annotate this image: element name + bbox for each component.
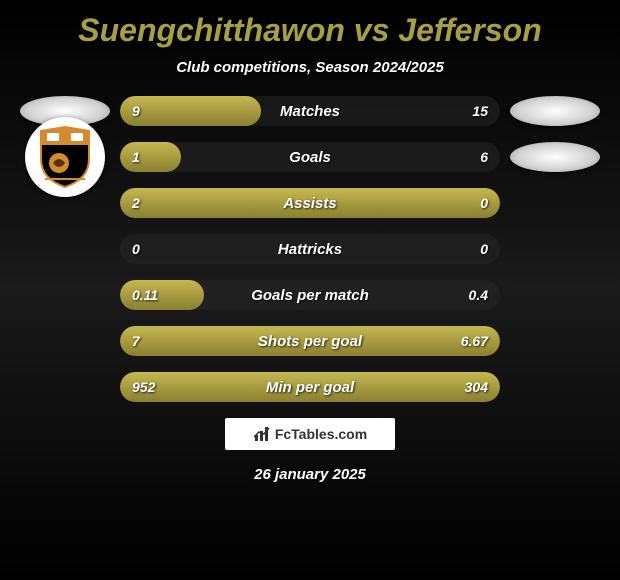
stat-bar: 0 Hattricks 0 [120,234,500,264]
stat-bar: 2 Assists 0 [120,188,500,218]
stat-value-right: 0 [480,241,488,257]
club-right-slot [500,142,610,172]
stat-value-right: 6 [480,149,488,165]
stat-value-left: 9 [132,103,140,119]
stat-bar: 0.11 Goals per match 0.4 [120,280,500,310]
stat-value-left: 0 [132,241,140,257]
stat-row: 952 Min per goal 304 [10,372,610,402]
stat-value-right: 6.67 [461,333,488,349]
page-subtitle: Club competitions, Season 2024/2025 [0,59,620,76]
stat-bar: 1 Goals 6 [120,142,500,172]
brand-box[interactable]: FcTables.com [225,418,395,450]
stat-value-right: 15 [472,103,488,119]
date-text: 26 january 2025 [0,466,620,483]
brand-text: FcTables.com [275,426,367,442]
stat-row: 0.11 Goals per match 0.4 [10,280,610,310]
stat-value-left: 952 [132,379,155,395]
stat-value-left: 0.11 [132,287,158,303]
stat-row: 1 Goals 6 [10,142,610,172]
stat-label: Hattricks [278,241,342,258]
stats-area: 9 Matches 15 [0,96,620,402]
stat-value-left: 7 [132,333,140,349]
chart-icon [253,425,271,443]
stat-value-right: 0.4 [469,287,488,303]
stat-label: Assists [283,195,336,212]
club-right-ellipse [510,142,600,172]
stat-value-left: 2 [132,195,140,211]
stat-row: 7 Shots per goal 6.67 [10,326,610,356]
stat-bar-fill-left [120,142,181,172]
shield-icon [37,125,93,189]
stat-bar: 9 Matches 15 [120,96,500,126]
stat-value-right: 0 [480,195,488,211]
stat-bar: 952 Min per goal 304 [120,372,500,402]
player-right-slot [500,96,610,126]
stat-row: 0 Hattricks 0 [10,234,610,264]
page-title: Suengchitthawon vs Jefferson [0,0,620,49]
stat-label: Goals per match [251,287,369,304]
stat-bar-fill-left [120,96,261,126]
stat-value-left: 1 [132,149,140,165]
stat-label: Matches [280,103,340,120]
player-right-ellipse [510,96,600,126]
stat-value-right: 304 [465,379,488,395]
stat-label: Goals [289,149,331,166]
stat-label: Min per goal [266,379,354,396]
club-left-slot [10,117,120,197]
stat-bar: 7 Shots per goal 6.67 [120,326,500,356]
stat-label: Shots per goal [258,333,362,350]
club-left-badge [25,117,105,197]
